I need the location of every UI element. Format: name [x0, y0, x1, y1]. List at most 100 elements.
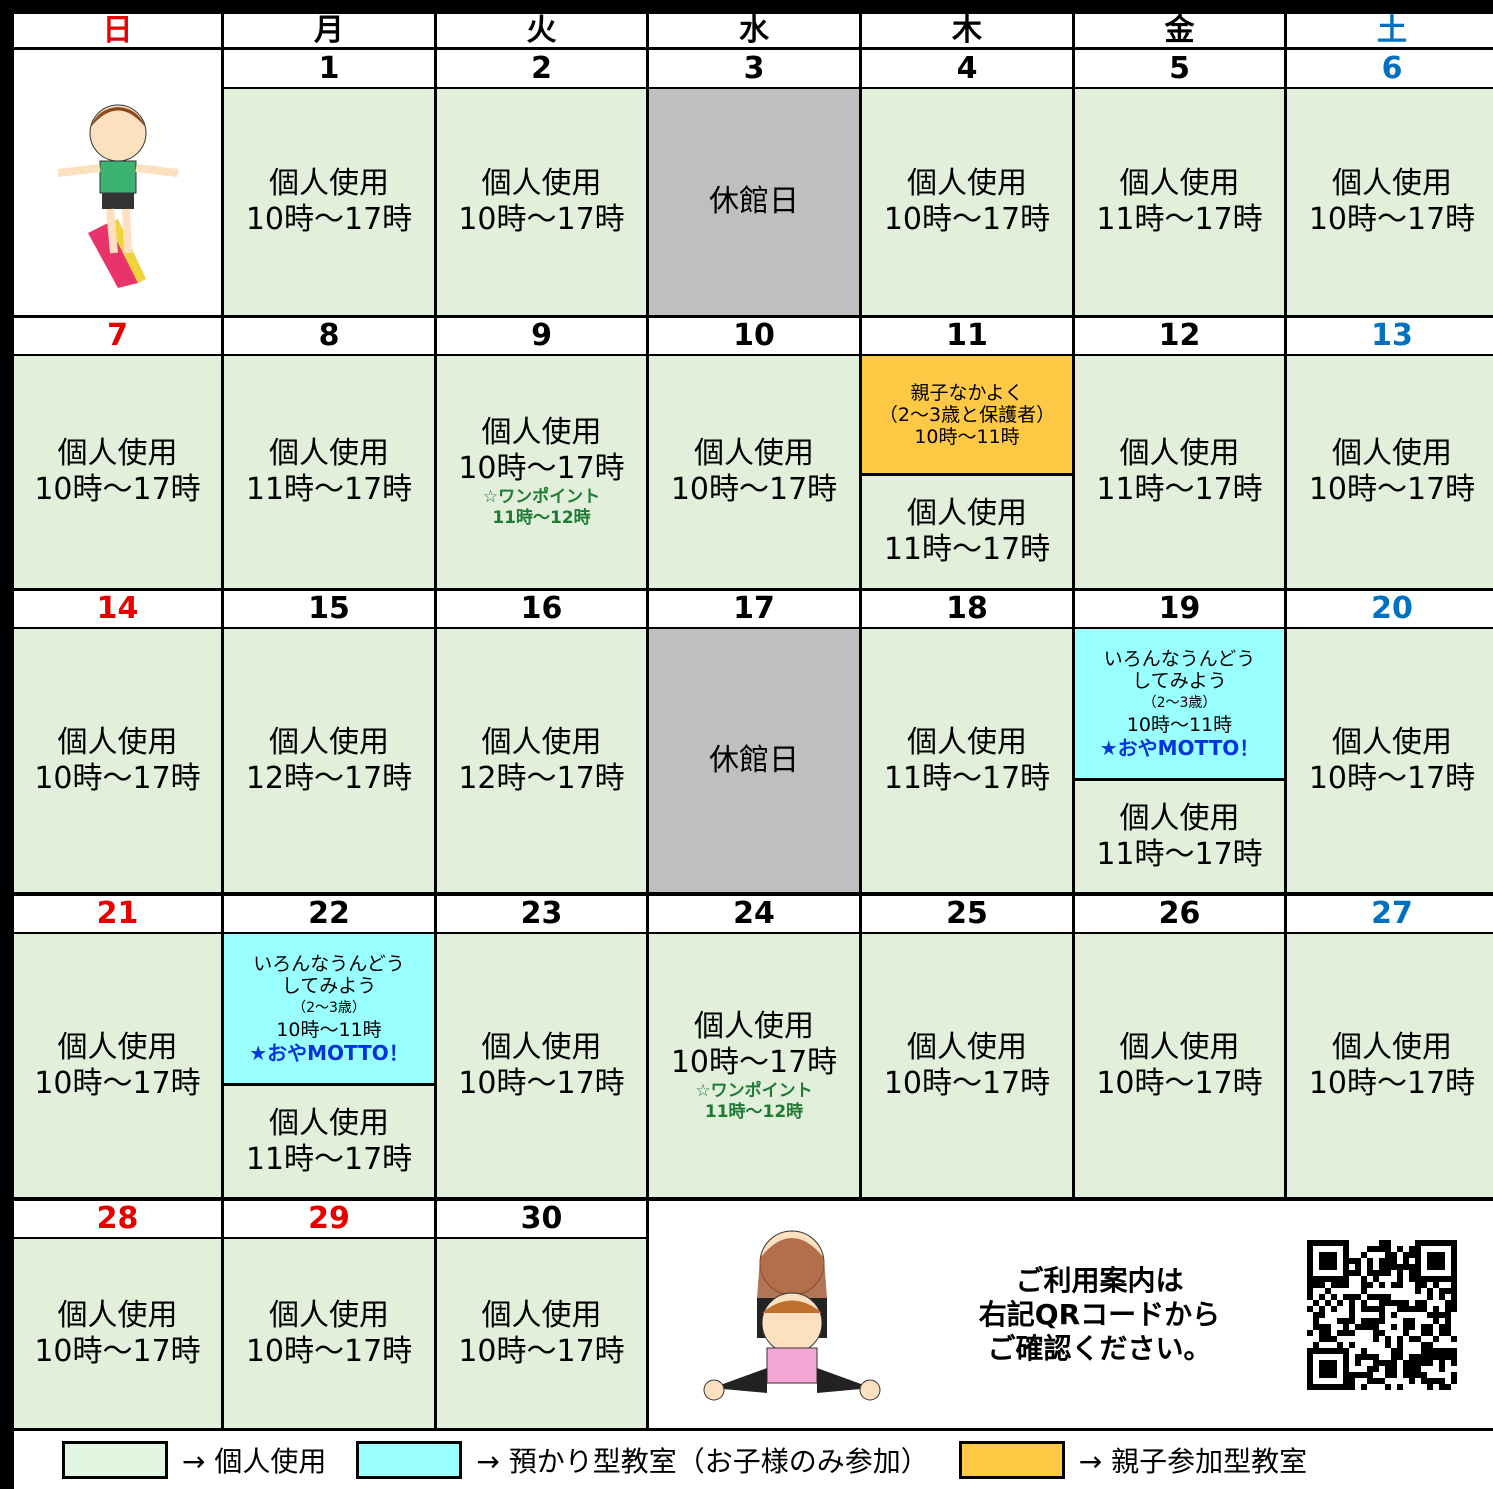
day-number: 14 — [14, 591, 221, 627]
cell-text: 11時～17時 — [883, 532, 1051, 567]
weekday-header: 木 — [862, 14, 1072, 47]
cell-text: 11時～17時 — [883, 760, 1051, 796]
cell-text: 個人使用 — [1332, 724, 1452, 760]
day-cell: 個人使用 10時～17時 — [1287, 934, 1493, 1197]
cell-text: 10時～17時 — [458, 1065, 625, 1101]
cell-text: 個人使用 — [1332, 436, 1452, 471]
weekday-header: 月 — [224, 14, 434, 47]
girls-svg — [703, 1230, 881, 1400]
legend: → 個人使用 → 預かり型教室（お子様のみ参加） → 親子参加型教室 — [14, 1431, 1493, 1489]
info-line: 右記QRコードから — [978, 1297, 1221, 1331]
day-number: 24 — [649, 896, 859, 932]
day-cell: 休館日 — [649, 89, 859, 315]
cell-text: 個人使用 — [907, 166, 1027, 201]
cell-text: 個人使用 — [57, 436, 178, 471]
day-number: 26 — [1075, 896, 1284, 932]
cell-highlight: ★おやMOTTO！ — [1099, 735, 1260, 760]
day-number: 20 — [1287, 591, 1493, 627]
day-cell: 個人使用 12時～17時 — [224, 629, 434, 892]
day-number: 13 — [1287, 318, 1493, 354]
cell-text: 個人使用 — [481, 724, 602, 760]
cell-text: いろんなうんどう — [253, 952, 405, 975]
cell-text: 11時～17時 — [1096, 202, 1263, 237]
cell-text: 10時～17時 — [1308, 760, 1476, 796]
cell-note: ☆ワンポイント — [695, 1080, 813, 1101]
boy-illustration — [57, 104, 178, 288]
cell-text: いろんなうんどう — [1103, 647, 1256, 670]
cell-text: 個人使用 — [1332, 166, 1452, 201]
day-cell: 個人使用 10時～17時 — [224, 89, 434, 315]
day-cell: 個人使用 10時～17時 — [1287, 356, 1493, 588]
day-cell: 休館日 — [649, 629, 859, 892]
cell-note: 11時～12時 — [492, 508, 591, 528]
cell-text: 10時～17時 — [34, 1333, 201, 1369]
day-number: 3 — [649, 50, 859, 87]
day-number: 28 — [14, 1201, 221, 1237]
info-text: ご利用案内は 右記QRコードから ご確認ください。 — [979, 1264, 1220, 1366]
day-number: 2 — [437, 50, 646, 87]
cell-text: 10時～17時 — [34, 472, 201, 507]
day-number: 19 — [1075, 591, 1284, 627]
cell-note: 11時～12時 — [704, 1101, 804, 1122]
cell-text: 個人使用 — [694, 436, 814, 471]
weekday-header: 水 — [649, 14, 859, 47]
cell-text: 10時～17時 — [458, 202, 625, 237]
day-number: 7 — [14, 318, 221, 354]
weekday-header: 火 — [437, 14, 646, 47]
cell-text: 10時～17時 — [1308, 472, 1476, 507]
cell-text: 個人使用 — [907, 724, 1027, 760]
day-cell: 個人使用 10時～17時 — [14, 629, 221, 892]
cell-text: 10時～17時 — [34, 1065, 201, 1101]
weekday-header: 金 — [1075, 14, 1284, 47]
day-number: 16 — [437, 591, 646, 627]
day-number: 9 — [437, 318, 646, 354]
day-cell: 個人使用 10時～17時 ☆ワンポイント 11時～12時 — [649, 934, 859, 1197]
cell-text: 12時～17時 — [245, 760, 413, 796]
cell-text: 個人使用 — [1332, 1029, 1452, 1065]
illustration — [14, 50, 221, 315]
day-cell: 個人使用 10時～17時 — [649, 356, 859, 588]
cell-text: 個人使用 — [269, 724, 389, 760]
cell-text: （2～3歳） — [292, 999, 366, 1016]
day-cell: 個人使用 10時～17時 — [437, 89, 646, 315]
cell-text: 10時～17時 — [34, 760, 201, 796]
legend-label: → 預かり型教室（お子様のみ参加） — [476, 1445, 929, 1478]
cell-text: 11時～17時 — [245, 472, 413, 507]
day-number: 10 — [649, 318, 859, 354]
legend-label: → 個人使用 — [182, 1445, 327, 1478]
day-number: 12 — [1075, 318, 1284, 354]
info-line: ご利用案内は — [1015, 1263, 1184, 1297]
cell-text: 10時～11時 — [914, 425, 1020, 448]
cell-text: 個人使用 — [269, 1105, 389, 1141]
day-cell: 個人使用 11時～17時 — [1075, 89, 1284, 315]
day-cell: 個人使用 11時～17時 — [224, 356, 434, 588]
day-cell: いろんなうんどう してみよう （2～3歳） 10時～11時 ★おやMOTTO！ — [1075, 629, 1284, 778]
day-number: 18 — [862, 591, 1072, 627]
day-number: 8 — [224, 318, 434, 354]
legend-swatch — [62, 1441, 168, 1479]
cell-text: 10時～11時 — [276, 1018, 382, 1041]
day-number: 23 — [437, 896, 646, 932]
day-number: 30 — [437, 1201, 646, 1237]
day-cell: 個人使用 11時～17時 — [862, 476, 1072, 588]
cell-text: してみよう — [1132, 669, 1227, 692]
cell-text: 個人使用 — [269, 436, 389, 471]
day-number: 6 — [1287, 50, 1493, 87]
qr-code — [1306, 1239, 1457, 1390]
cell-text: 休館日 — [709, 184, 799, 219]
cell-text: 個人使用 — [481, 166, 602, 201]
cell-text: 個人使用 — [481, 1029, 602, 1065]
cell-text: 個人使用 — [481, 1297, 602, 1333]
cell-text: 11時～17時 — [245, 1141, 413, 1177]
cell-text: 休館日 — [709, 742, 799, 778]
day-number: 22 — [224, 896, 434, 932]
cell-text: 個人使用 — [1119, 1029, 1240, 1065]
cell-text: 10時～17時 — [1096, 1065, 1263, 1101]
day-cell: いろんなうんどう してみよう （2～3歳） 10時～11時 ★おやMOTTO！ — [224, 934, 434, 1083]
info-line: ご確認ください。 — [987, 1331, 1212, 1365]
cell-text: 10時～17時 — [458, 451, 625, 486]
cell-text: 10時～17時 — [245, 202, 413, 237]
day-number: 1 — [224, 50, 434, 87]
day-cell: 個人使用 10時～17時 — [862, 89, 1072, 315]
day-cell: 個人使用 11時～17時 — [862, 629, 1072, 892]
